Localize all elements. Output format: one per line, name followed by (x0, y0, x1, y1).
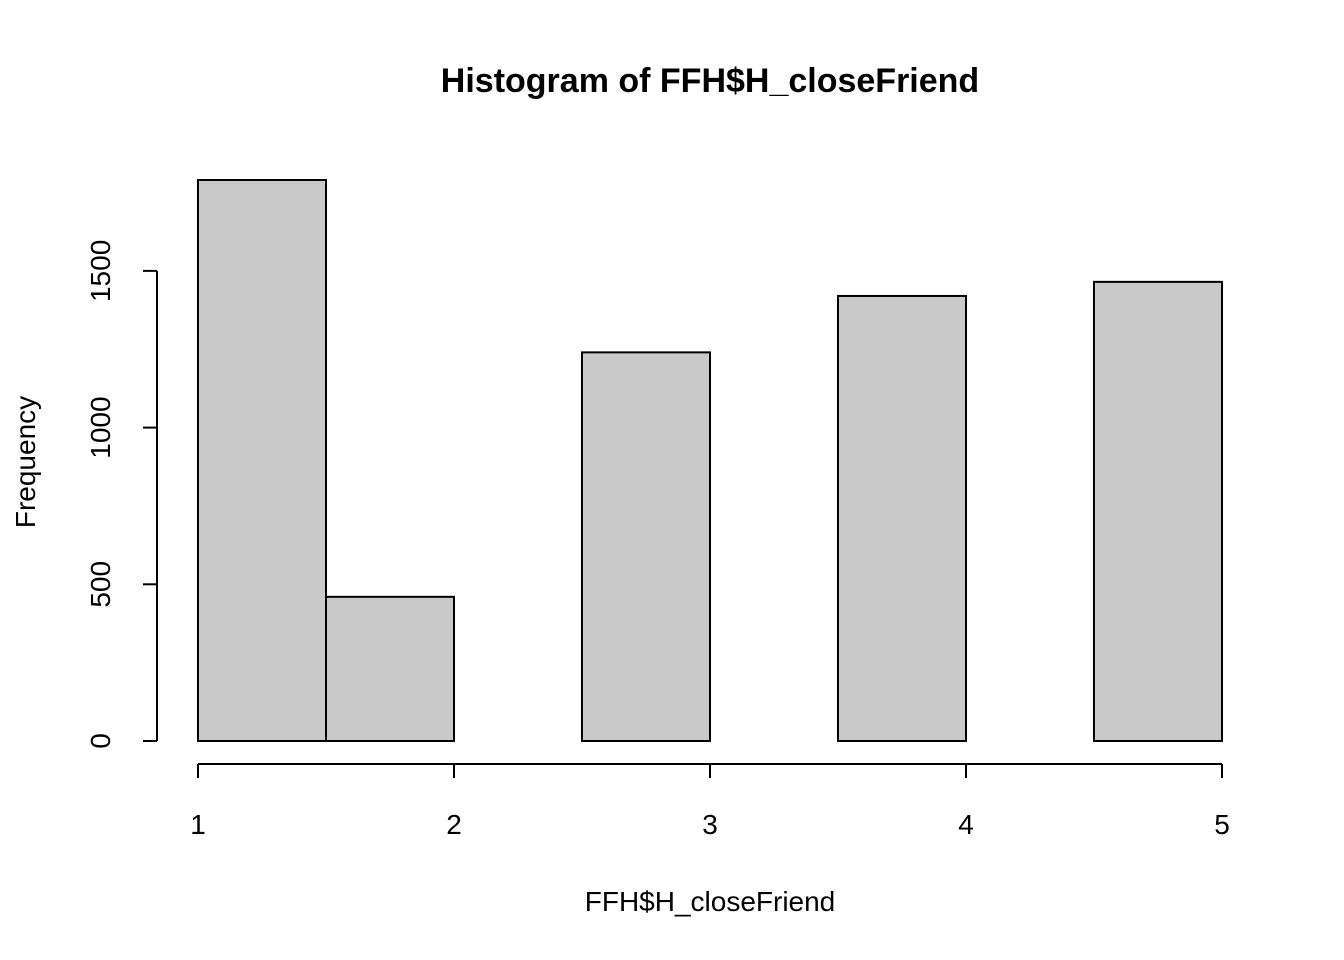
x-axis: 1 2 3 4 5 (190, 763, 1230, 840)
histogram-bar-4 (581, 351, 711, 742)
histogram-bar-8 (1093, 280, 1223, 742)
x-tick-label: 4 (958, 809, 974, 840)
y-tick-label: 1500 (85, 240, 116, 302)
x-tick-label: 5 (1214, 809, 1230, 840)
histogram-bar-6 (837, 294, 967, 742)
x-tick-label: 2 (446, 809, 462, 840)
x-tick-label: 3 (702, 809, 718, 840)
y-tick-label: 0 (85, 733, 116, 749)
histogram-bar-1 (197, 179, 327, 742)
histogram-bar-2 (325, 595, 455, 742)
chart-title: Histogram of FFH$H_closeFriend (441, 62, 979, 100)
y-axis-label: Frequency (10, 396, 41, 528)
y-axis: 0 500 1000 1500 (85, 240, 158, 749)
y-tick-label: 1000 (85, 396, 116, 458)
x-tick-label: 1 (190, 809, 206, 840)
y-tick-label: 500 (85, 561, 116, 608)
x-axis-label: FFH$H_closeFriend (585, 886, 836, 917)
bars-group (197, 179, 1223, 742)
